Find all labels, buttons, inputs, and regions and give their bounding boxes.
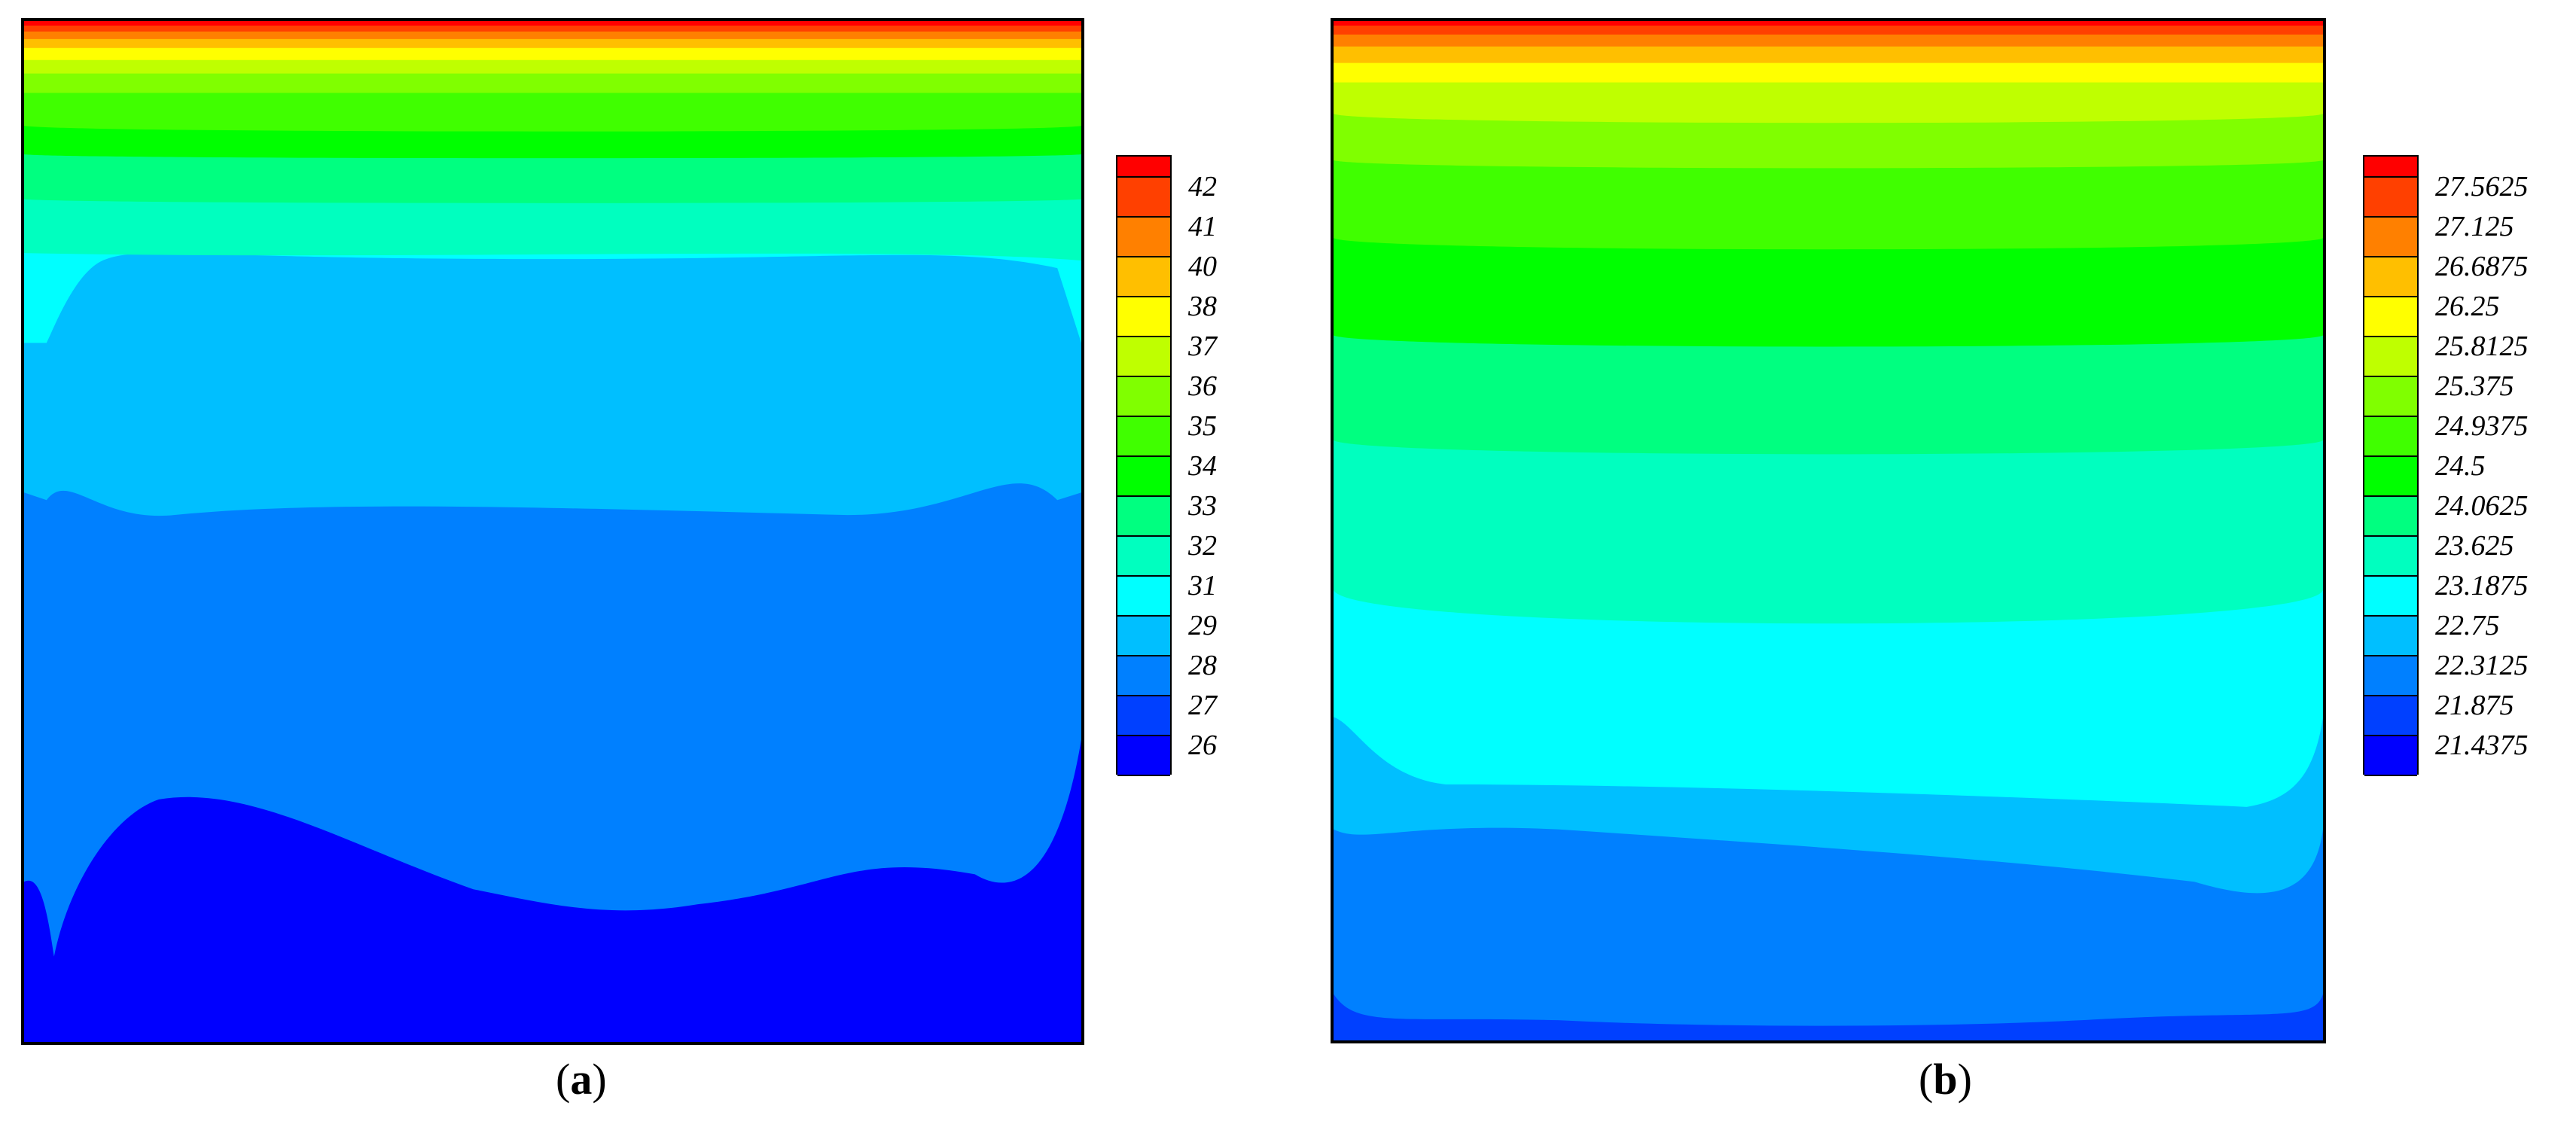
contour-plot-a [24, 21, 1081, 1042]
legend-label: 35 [1188, 410, 1217, 442]
legend-swatch [1117, 257, 1170, 297]
legend-label: 28 [1188, 650, 1217, 681]
legend-label: 37 [1188, 330, 1217, 362]
legend-swatches-b [2363, 155, 2419, 776]
legend-swatch [1117, 337, 1170, 377]
legend-swatch [1117, 457, 1170, 497]
legend-label: 24.9375 [2435, 410, 2529, 442]
legend-label: 27.125 [2435, 211, 2514, 242]
legend-label: 21.875 [2435, 690, 2514, 721]
legend-swatch [1117, 178, 1170, 218]
caption-a: (a) [556, 1055, 607, 1104]
legend-swatch [2364, 537, 2417, 577]
legend-swatch [2364, 377, 2417, 417]
legend-swatch [1117, 696, 1170, 736]
legend-swatch [2364, 257, 2417, 297]
caption-b: (b) [1919, 1055, 1972, 1104]
legend-swatches-a [1116, 155, 1172, 776]
legend-label: 21.4375 [2435, 729, 2529, 761]
legend-swatch [1117, 297, 1170, 337]
caption-letter-b: b [1933, 1055, 1958, 1104]
contour-field-b [1331, 18, 2326, 1043]
legend-label: 22.75 [2435, 610, 2500, 641]
legend-swatch [2364, 218, 2417, 257]
legend-swatch [1117, 577, 1170, 617]
contour-field-a [21, 18, 1084, 1045]
legend-swatch [2364, 157, 2417, 178]
legend-label: 25.8125 [2435, 330, 2529, 362]
legend-swatch [1117, 377, 1170, 417]
legend-label: 41 [1188, 211, 1217, 242]
legend-label: 23.625 [2435, 530, 2514, 562]
legend-swatch [1117, 157, 1170, 178]
legend-label: 27.5625 [2435, 171, 2529, 203]
legend-swatch [2364, 736, 2417, 776]
panel-a: 42 41 40 38 37 36 35 34 33 32 31 29 28 27 26 (a) [21, 18, 1217, 1104]
contour-band [1334, 21, 2323, 26]
legend-swatch [2364, 577, 2417, 617]
legend-swatch [1117, 417, 1170, 457]
legend-label: 23.1875 [2435, 570, 2529, 602]
legend-label: 24.0625 [2435, 490, 2529, 522]
legend-label: 26.6875 [2435, 251, 2529, 282]
legend-label: 26.25 [2435, 291, 2500, 322]
legend-swatch [2364, 178, 2417, 218]
legend-label: 34 [1188, 450, 1217, 482]
legend-swatch [2364, 656, 2417, 696]
contour-band [24, 21, 1081, 26]
legend-label: 31 [1188, 570, 1217, 602]
legend-swatch [1117, 497, 1170, 537]
legend-swatch [2364, 457, 2417, 497]
caption-letter-a: a [570, 1055, 593, 1104]
legend-swatch [1117, 656, 1170, 696]
legend-label: 42 [1188, 171, 1217, 203]
legend-swatch [2364, 297, 2417, 337]
legend-swatch [2364, 337, 2417, 377]
legend-swatch [1117, 537, 1170, 577]
legend-label: 29 [1188, 610, 1217, 641]
legend-swatch [2364, 497, 2417, 537]
legend-label: 25.375 [2435, 370, 2514, 402]
legend-label: 27 [1188, 690, 1217, 721]
panel-b: 27.5625 27.125 26.6875 26.25 25.8125 25.375 24… [1288, 0, 2576, 1130]
legend-label: 26 [1188, 729, 1217, 761]
legend-swatch [2364, 696, 2417, 736]
legend-label: 38 [1188, 291, 1217, 322]
legend-label: 33 [1188, 490, 1217, 522]
legend-swatch [2364, 417, 2417, 457]
contour-plot-b [1334, 21, 2323, 1040]
legend-swatch [1117, 617, 1170, 656]
legend-label: 36 [1188, 370, 1217, 402]
legend-swatch [1117, 218, 1170, 257]
legend-label: 24.5 [2435, 450, 2486, 482]
legend-swatch [1117, 736, 1170, 776]
legend-label: 40 [1188, 251, 1217, 282]
legend-label: 22.3125 [2435, 650, 2529, 681]
legend-label: 32 [1188, 530, 1217, 562]
legend-swatch [2364, 617, 2417, 656]
